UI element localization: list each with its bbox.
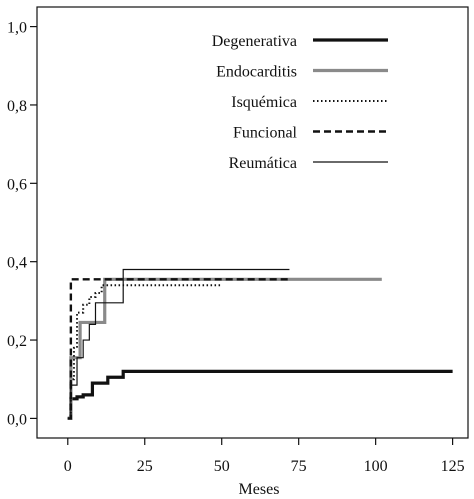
x-axis-title: Meses	[239, 481, 280, 498]
x-tick-label: 100	[364, 458, 388, 475]
legend-label-funcional: Funcional	[233, 125, 298, 142]
x-tick-label: 75	[291, 458, 307, 475]
legend: Degenerativa Endocarditis Isquémica Funcion…	[212, 33, 388, 172]
legend-label-reumatica: Reumática	[229, 155, 297, 172]
series-line-reumatica	[67, 268, 290, 420]
y-tick-label: 0,2	[7, 333, 27, 350]
y-tick-label: 0,0	[7, 411, 27, 428]
y-tick-label: 0,6	[7, 176, 27, 193]
axis-ticks: 0 25 50 75 100 125 0,0 0,2 0,4 0,6 0,8 1,0	[7, 20, 465, 475]
legend-label-isquemica: Isquémica	[231, 94, 297, 111]
x-tick-label: 25	[137, 458, 153, 475]
x-tick-label: 50	[214, 458, 230, 475]
series-line-degenerativa	[67, 369, 453, 421]
series-lines	[67, 268, 453, 421]
series-line-isquemica	[67, 284, 222, 420]
y-tick-label: 0,4	[7, 255, 27, 272]
y-tick-label: 0,8	[7, 98, 27, 115]
legend-label-endocarditis: Endocarditis	[216, 64, 297, 81]
plot-border	[36, 6, 469, 439]
legend-label-degenerativa: Degenerativa	[212, 33, 297, 50]
series-line-endocarditis	[67, 277, 382, 421]
x-tick-label: 0	[64, 458, 72, 475]
x-tick-label: 125	[441, 458, 465, 475]
plot-frame	[36, 6, 469, 439]
series-line-funcional	[67, 278, 290, 420]
y-tick-label: 1,0	[7, 20, 27, 37]
